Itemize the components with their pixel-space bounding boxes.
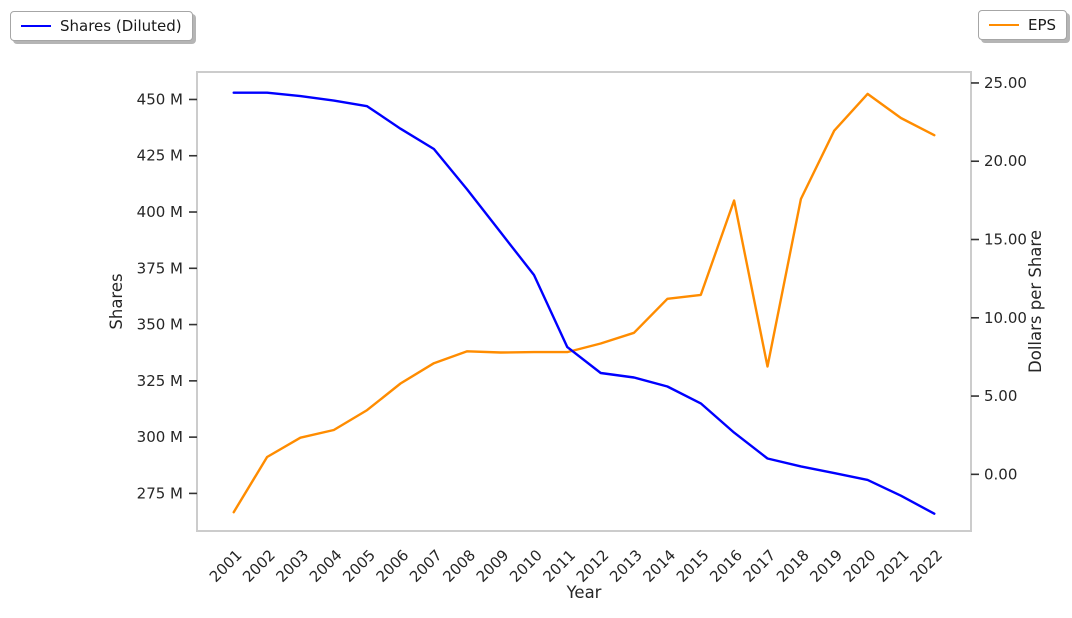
x-tick-label: 2003	[273, 546, 313, 586]
y-left-tick-label: 300 M	[137, 428, 183, 446]
y-right-tick-label: 10.00	[984, 309, 1027, 327]
y-left-tick-label: 375 M	[137, 259, 183, 277]
x-tick-label: 2007	[406, 546, 446, 586]
x-tick-label: 2015	[673, 546, 713, 586]
y-right-tick-label: 0.00	[984, 465, 1017, 483]
y-left-tick-label: 275 M	[137, 484, 183, 502]
y-right-tick-label: 15.00	[984, 231, 1027, 249]
y-left-tick-label: 450 M	[137, 90, 183, 108]
y-right-axis-title: Dollars per Share	[1026, 230, 1045, 373]
x-tick-label: 2002	[239, 546, 279, 586]
x-axis-title: Year	[566, 583, 602, 602]
x-tick-label: 2005	[339, 546, 379, 586]
x-tick-label: 2022	[906, 546, 946, 586]
plot-border	[196, 71, 972, 532]
legend-eps: EPS	[978, 10, 1068, 40]
shares-diluted-line	[232, 91, 936, 515]
eps-line-swatch-icon	[989, 24, 1019, 26]
legend-shares-label: Shares (Diluted)	[60, 17, 182, 35]
y-right-tick-label: 25.00	[984, 74, 1027, 92]
y-right-tick-label: 20.00	[984, 152, 1027, 170]
eps-line	[232, 92, 936, 514]
x-tick-label: 2008	[439, 546, 479, 586]
x-tick-label: 2011	[539, 546, 579, 586]
y-left-tick-label: 350 M	[137, 316, 183, 334]
x-tick-label: 2012	[573, 546, 613, 586]
legend-eps-label: EPS	[1028, 16, 1057, 34]
x-tick-label: 2018	[773, 546, 813, 586]
legend-shares-diluted: Shares (Diluted)	[10, 11, 193, 41]
x-tick-label: 2019	[806, 546, 846, 586]
x-tick-label: 2004	[306, 546, 346, 586]
x-tick-label: 2021	[873, 546, 913, 586]
x-tick-label: 2006	[373, 546, 413, 586]
y-left-tick-label: 325 M	[137, 372, 183, 390]
x-tick-label: 2009	[473, 546, 513, 586]
x-tick-label: 2013	[606, 546, 646, 586]
x-tick-label: 2016	[706, 546, 746, 586]
x-tick-label: 2020	[840, 546, 880, 586]
shares-line-swatch-icon	[21, 25, 51, 27]
y-left-axis-title: Shares	[107, 273, 126, 329]
x-tick-label: 2017	[740, 546, 780, 586]
x-tick-label: 2001	[206, 546, 246, 586]
x-tick-label: 2014	[640, 546, 680, 586]
x-tick-label: 2010	[506, 546, 546, 586]
y-right-tick-label: 5.00	[984, 387, 1017, 405]
y-left-tick-label: 400 M	[137, 203, 183, 221]
y-left-tick-label: 425 M	[137, 147, 183, 165]
